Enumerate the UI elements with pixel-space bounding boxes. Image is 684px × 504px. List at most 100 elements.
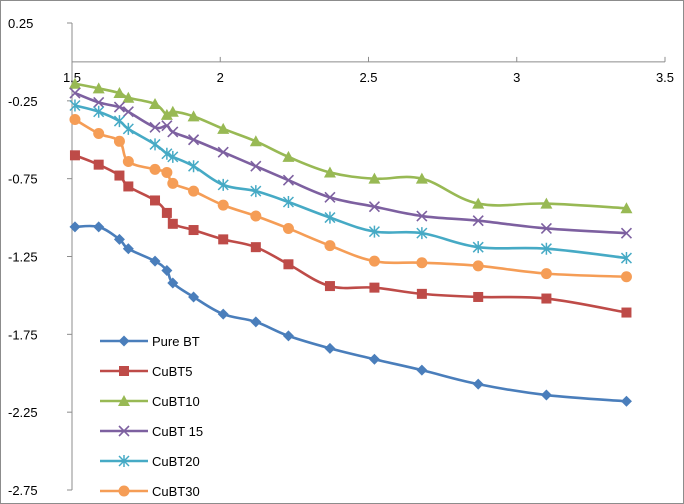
y-tick-label: -2.25	[8, 405, 38, 420]
data-point	[472, 378, 484, 390]
data-point	[282, 330, 294, 342]
data-point	[69, 114, 81, 126]
data-point	[167, 218, 178, 229]
data-point	[167, 126, 179, 138]
data-point	[188, 225, 199, 236]
data-point	[122, 156, 134, 168]
data-point	[167, 150, 179, 163]
legend-entry: CuBT 15	[100, 424, 203, 439]
data-point	[324, 281, 335, 292]
data-point	[416, 227, 428, 240]
data-point	[167, 277, 179, 289]
data-point	[149, 138, 161, 151]
series-cubt-15	[69, 87, 633, 239]
data-point	[368, 225, 380, 238]
data-point	[416, 257, 428, 269]
legend-entry: Pure BT	[100, 334, 200, 349]
data-point	[122, 122, 134, 135]
data-point	[472, 260, 484, 272]
data-point	[472, 241, 484, 254]
data-point	[160, 108, 173, 120]
x-tick-label: 3	[513, 70, 520, 85]
series-cubt20	[69, 99, 632, 265]
data-point	[122, 106, 134, 118]
data-point	[93, 128, 105, 140]
data-point	[250, 316, 262, 328]
data-point	[92, 82, 105, 94]
series-layer	[68, 77, 633, 407]
legend-entry: CuBT5	[100, 364, 192, 379]
legend-marker	[118, 455, 130, 467]
legend-marker	[118, 485, 130, 497]
series-cubt30	[69, 114, 632, 283]
legend-label: CuBT5	[152, 364, 192, 379]
data-point	[123, 181, 134, 192]
data-point	[250, 242, 261, 253]
data-point	[218, 234, 229, 245]
data-point	[473, 291, 484, 302]
data-point	[416, 288, 427, 299]
data-point	[93, 221, 105, 233]
data-point	[113, 135, 125, 147]
data-point	[187, 134, 200, 146]
data-point	[540, 268, 552, 280]
x-tick-label: 2.5	[359, 70, 377, 85]
series-cubt5	[69, 150, 632, 318]
legend-label: CuBT10	[152, 394, 200, 409]
data-point	[324, 240, 336, 252]
data-point	[324, 342, 336, 354]
data-point	[368, 255, 380, 267]
data-point	[122, 243, 134, 255]
data-point	[282, 196, 294, 209]
data-point	[217, 146, 229, 158]
data-point	[540, 389, 552, 401]
data-point	[149, 255, 161, 267]
data-point	[249, 135, 262, 147]
data-point	[113, 233, 125, 245]
data-point	[68, 77, 81, 89]
data-point	[167, 177, 179, 189]
data-point	[188, 185, 200, 197]
legend-entry: CuBT20	[100, 454, 200, 469]
data-point	[540, 242, 552, 255]
data-point	[69, 221, 81, 233]
data-point	[323, 166, 336, 178]
axes: 0.25 -0.25 -0.75 -1.25 -1.75 -2.25 -2.75 1.5 2 2.…	[8, 16, 674, 498]
data-point	[250, 210, 262, 222]
data-point	[188, 160, 200, 173]
data-point	[93, 96, 105, 108]
data-point	[217, 199, 229, 211]
data-point	[93, 105, 105, 118]
data-point	[217, 308, 229, 320]
data-point	[416, 364, 428, 376]
data-point	[161, 207, 172, 218]
legend-entry: CuBT30	[100, 484, 200, 499]
data-point	[150, 195, 161, 206]
data-point	[149, 97, 162, 109]
data-point	[368, 201, 380, 213]
data-point	[283, 259, 294, 270]
legend-label: CuBT 15	[152, 424, 203, 439]
data-point	[217, 122, 230, 134]
legend-entry: CuBT10	[100, 394, 200, 409]
data-point	[541, 293, 552, 304]
legend-label: CuBT30	[152, 484, 200, 499]
data-point	[620, 227, 633, 239]
legend-marker	[119, 366, 129, 376]
data-point	[282, 150, 295, 162]
data-point	[69, 99, 81, 112]
data-point	[620, 271, 632, 283]
data-point	[620, 252, 632, 265]
data-point	[282, 174, 295, 186]
data-point	[113, 101, 126, 113]
data-point	[149, 121, 161, 133]
data-point	[324, 211, 336, 224]
y-tick-label: 0.25	[8, 16, 33, 31]
x-tick-label: 1.5	[63, 70, 81, 85]
data-point	[187, 110, 200, 122]
legend-label: Pure BT	[152, 334, 200, 349]
data-point	[620, 202, 633, 214]
data-point	[472, 197, 485, 209]
data-point	[250, 185, 262, 198]
legend-marker	[118, 335, 130, 347]
